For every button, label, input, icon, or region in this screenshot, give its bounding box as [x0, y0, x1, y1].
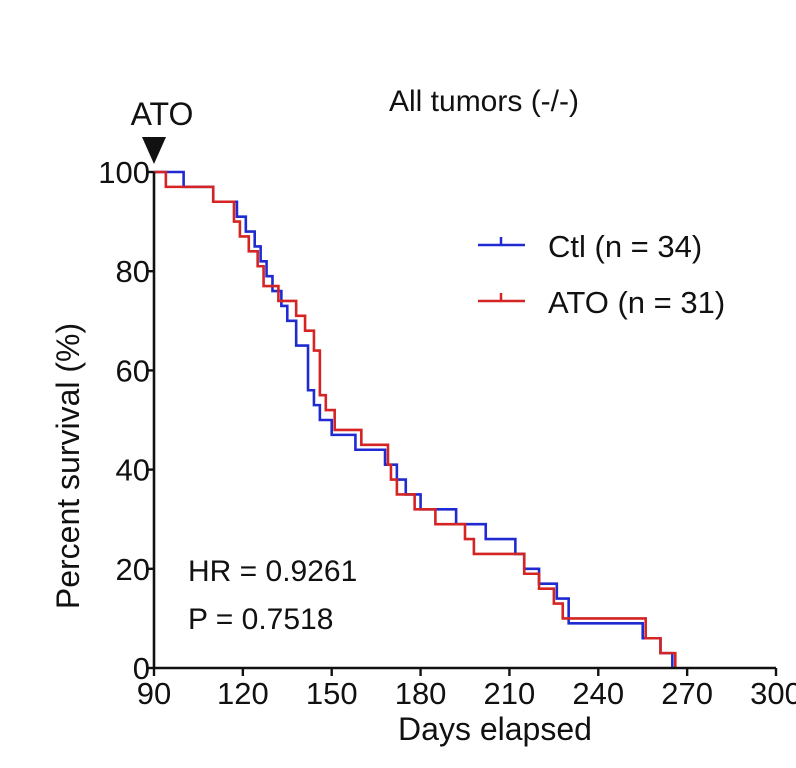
x-tick-label: 240	[572, 676, 624, 711]
hazard-ratio-label: HR = 0.9261	[188, 555, 357, 588]
chart-title: All tumors (-/-)	[389, 85, 579, 118]
survival-curve-ato	[154, 170, 677, 668]
legend-label-ato: ATO (n = 31)	[548, 285, 725, 320]
y-tick-label: 40	[116, 453, 150, 488]
arrow-label: ATO	[131, 96, 194, 132]
x-tick-label: 150	[306, 676, 358, 711]
y-tick-label: 80	[116, 254, 150, 289]
x-tick-label: 90	[137, 676, 171, 711]
y-tick-label: 100	[98, 155, 150, 190]
y-tick-label: 60	[116, 353, 150, 388]
p-value-label: P = 0.7518	[188, 603, 333, 636]
x-axis-label: Days elapsed	[398, 711, 592, 747]
legend: Ctl (n = 34) ATO (n = 31)	[478, 229, 725, 320]
y-axis-label: Percent survival (%)	[50, 323, 86, 609]
legend-label-ctl: Ctl (n = 34)	[548, 229, 702, 264]
x-tick-label: 120	[217, 676, 269, 711]
x-tick-label: 180	[395, 676, 447, 711]
x-tick-label: 210	[484, 676, 536, 711]
y-tick-label: 0	[133, 651, 150, 686]
plot-marks: 0 20 40 60 80 100 90 120 150 180 210 240 270 300	[98, 155, 796, 711]
x-tick-label: 270	[661, 676, 713, 711]
arrow-down-icon	[142, 137, 166, 164]
x-tick-label: 300	[750, 676, 796, 711]
y-tick-label: 20	[116, 552, 150, 587]
